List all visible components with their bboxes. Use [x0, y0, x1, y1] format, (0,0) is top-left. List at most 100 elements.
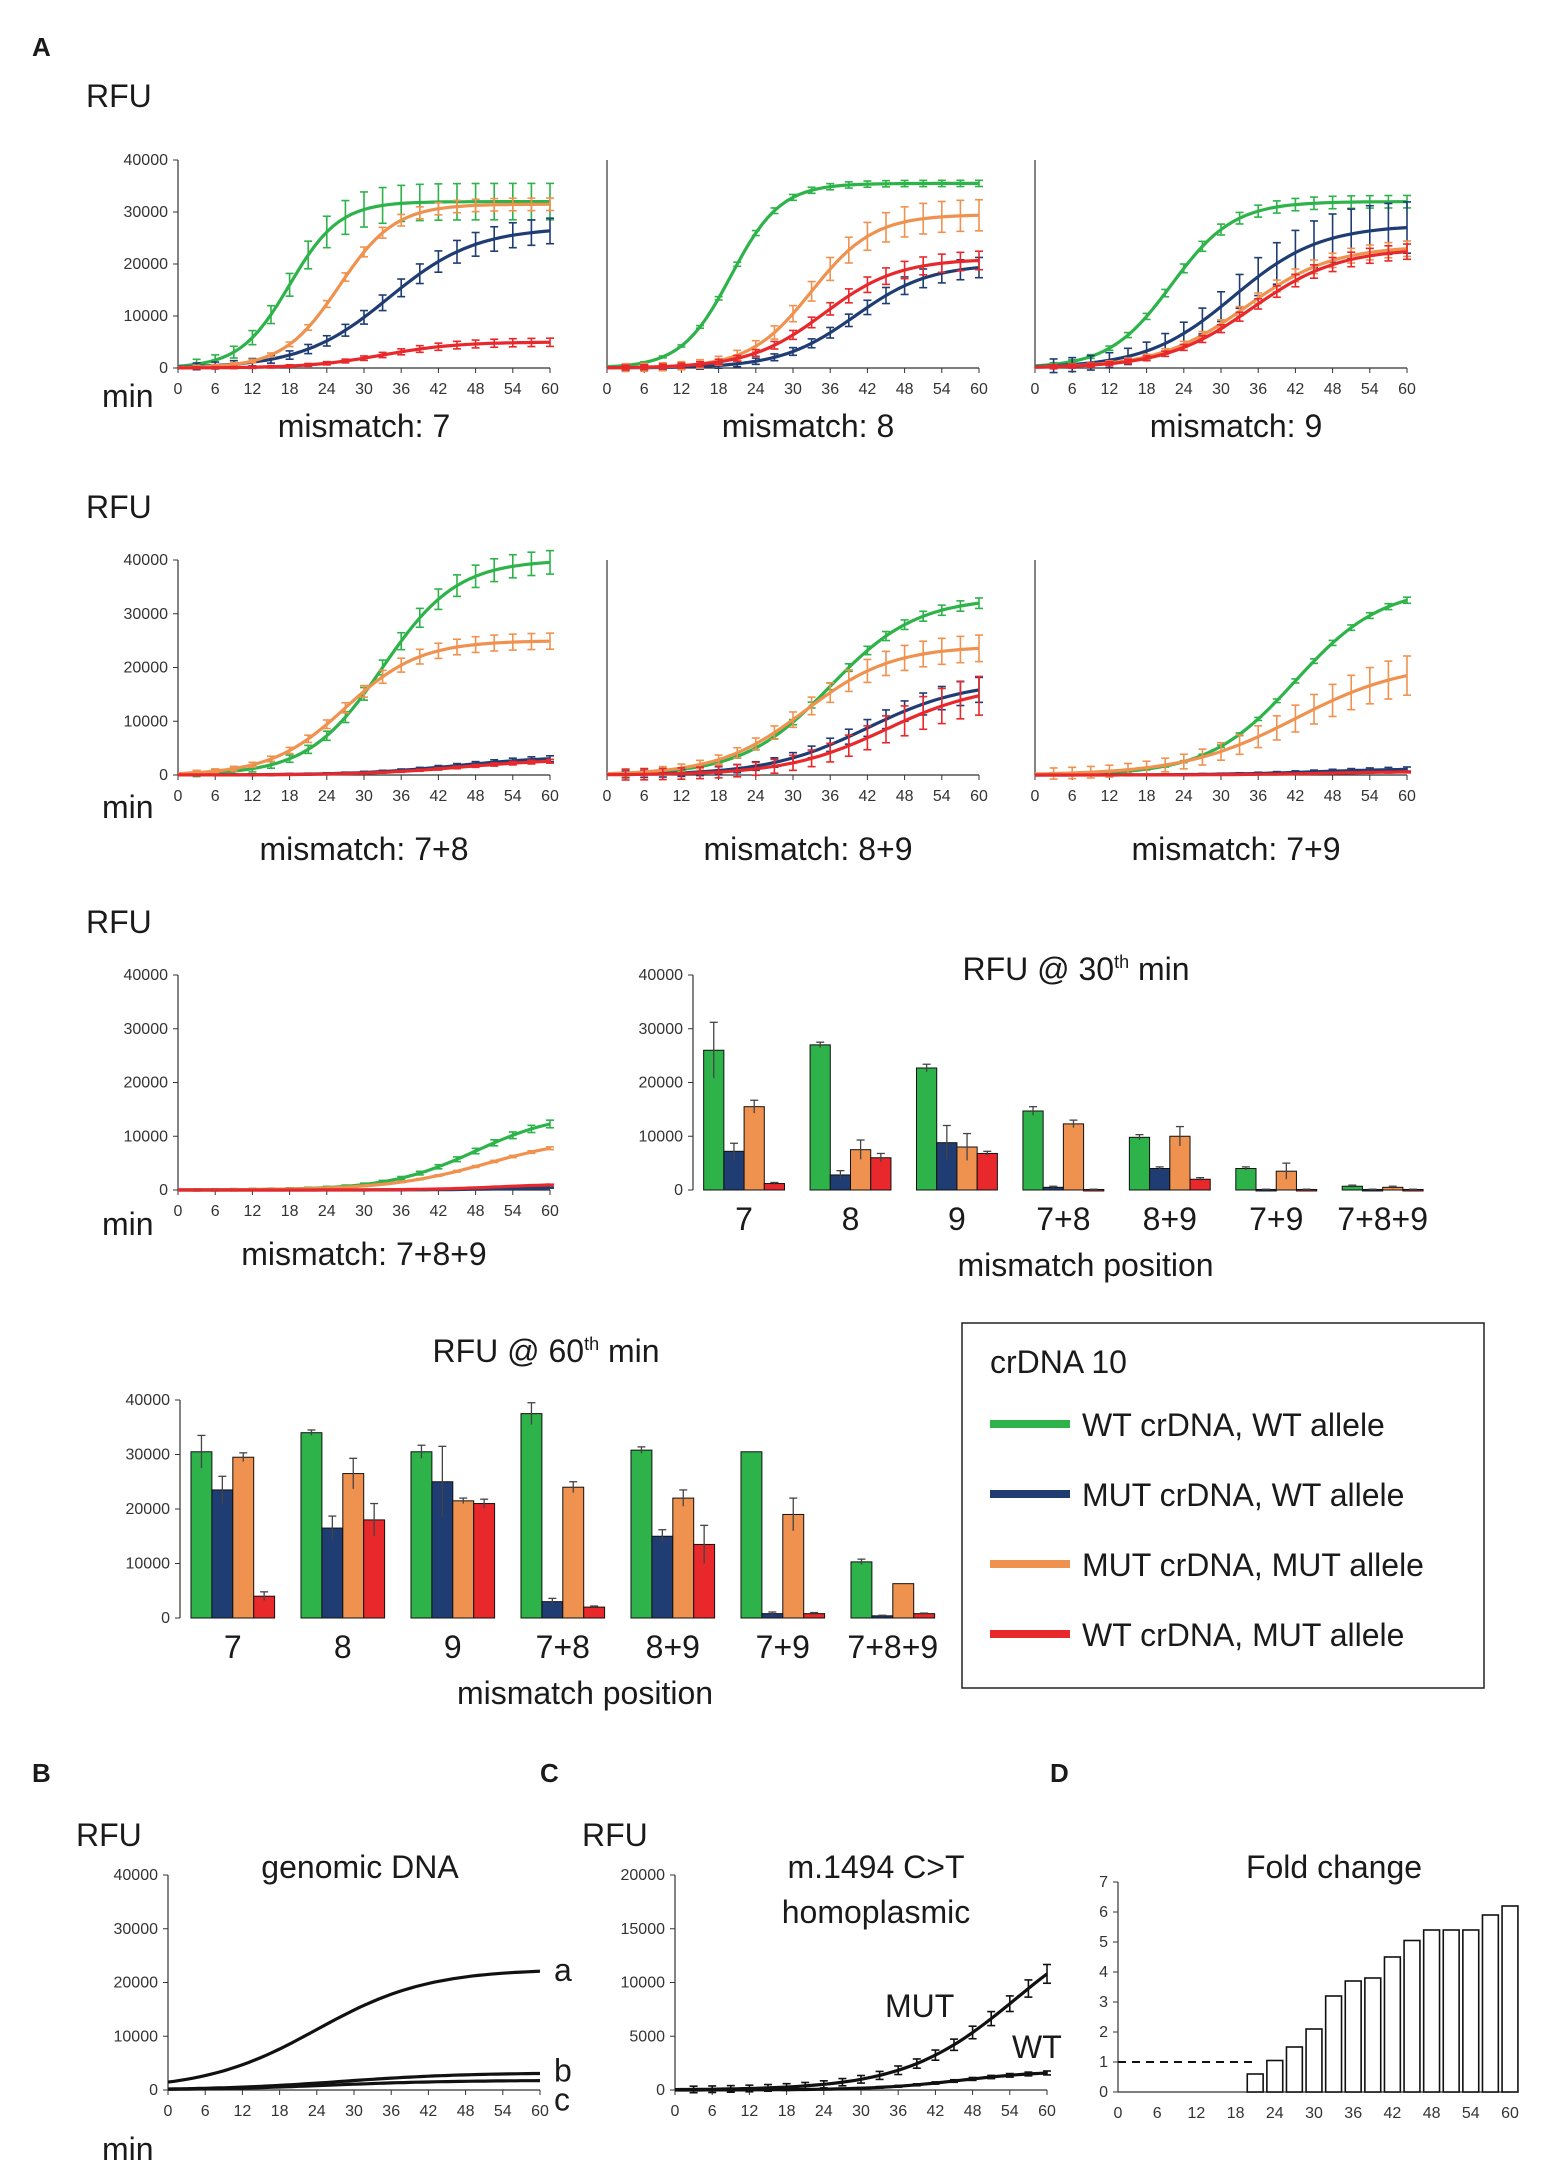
bar-0 — [410, 1451, 433, 1619]
chart-title-main: RFU @ 30 — [962, 951, 1114, 987]
x-tick-label: 36 — [821, 788, 839, 805]
x-tick-label: 30 — [1305, 2105, 1323, 2122]
bar-3 — [913, 1613, 936, 1619]
x-tick-label: 30 — [852, 2103, 870, 2120]
x-tick-label: 54 — [933, 381, 951, 398]
x-tick-label: 36 — [382, 2103, 400, 2120]
x-tick-label: 30 — [784, 788, 802, 805]
x-tick-label: 24 — [747, 788, 765, 805]
x-tick-label: 36 — [392, 381, 410, 398]
y-tick-label: 0 — [674, 1182, 683, 1199]
x-tick-label: 30 — [355, 788, 373, 805]
category-label: 8 — [334, 1629, 352, 1665]
fold-bar — [1324, 1995, 1343, 2093]
x-tick-label: 24 — [1175, 788, 1193, 805]
x-tick-label: 48 — [467, 788, 485, 805]
panel-label-c: C — [540, 1758, 559, 1788]
x-tick-label: 24 — [318, 788, 336, 805]
y-tick-label: 4 — [1099, 1964, 1108, 1981]
x-tick-label: 18 — [1138, 381, 1156, 398]
x-axis-label: mismatch position — [957, 1247, 1213, 1283]
chart-mismatch-7-8: 0 10000 20000 30000 40000 0 6 12 18 24 30 36 42 48 54 6… — [86, 489, 559, 867]
bar-0 — [630, 1449, 653, 1619]
series-line-0 — [177, 560, 551, 776]
y-tick-label: 1 — [1099, 2054, 1108, 2071]
chart-rfu-30-min: 0 10000 20000 30000 40000 7 8 9 7+8 8+9 7+9 7+8+9 mi… — [639, 951, 1429, 1283]
x-tick-label: 60 — [541, 788, 559, 805]
bar-0 — [300, 1432, 323, 1619]
x-tick-label: 54 — [494, 2103, 512, 2120]
x-tick-label: 18 — [281, 788, 299, 805]
x-tick-label: 48 — [896, 381, 914, 398]
x-tick-label: 48 — [896, 788, 914, 805]
x-tick-label: 54 — [504, 1203, 522, 1220]
x-tick-label: 60 — [541, 1203, 559, 1220]
y-axis-label: RFU — [76, 1817, 142, 1853]
y-tick-label: 0 — [656, 2082, 665, 2099]
x-tick-label: 42 — [420, 2103, 438, 2120]
bar-1 — [1149, 1168, 1171, 1191]
y-tick-label: 0 — [1099, 2084, 1108, 2101]
y-tick-label: 20000 — [621, 1867, 666, 1884]
x-tick-label: 42 — [1287, 788, 1305, 805]
legend-label-wt-wt: WT crDNA, WT allele — [1082, 1407, 1385, 1443]
x-tick-label: 30 — [1212, 381, 1230, 398]
x-tick-label: 0 — [603, 381, 612, 398]
x-tick-label: 60 — [541, 381, 559, 398]
series-label-a: a — [554, 1952, 572, 1988]
fold-bar — [1364, 1977, 1382, 2093]
x-tick-label: 30 — [345, 2103, 363, 2120]
x-tick-label: 48 — [467, 1203, 485, 1220]
category-label: 7+8+9 — [847, 1629, 938, 1665]
x-tick-label: 18 — [281, 381, 299, 398]
y-tick-label: 40000 — [124, 967, 169, 984]
x-tick-label: 0 — [603, 788, 612, 805]
bar-2 — [1062, 1123, 1085, 1191]
y-tick-label: 2 — [1099, 2024, 1108, 2041]
bar-1 — [211, 1489, 234, 1619]
x-tick-label: 18 — [281, 1203, 299, 1220]
chart-title: mismatch: 7 — [278, 408, 450, 444]
bar-3 — [583, 1606, 606, 1619]
x-tick-label: 18 — [710, 381, 728, 398]
x-tick-label: 18 — [710, 788, 728, 805]
fold-bar — [1462, 1929, 1480, 2093]
panel-label-a: A — [32, 32, 51, 62]
x-tick-label: 0 — [671, 2103, 680, 2120]
x-tick-label: 54 — [933, 788, 951, 805]
chart-title-main: RFU @ 60 — [432, 1333, 584, 1369]
chart-title: genomic DNA — [261, 1849, 459, 1885]
x-tick-label: 48 — [457, 2103, 475, 2120]
x-tick-label: 6 — [640, 788, 649, 805]
bar-0 — [809, 1044, 831, 1191]
fold-bar — [1442, 1929, 1460, 2093]
x-tick-label: 6 — [211, 788, 220, 805]
x-tick-label: 18 — [271, 2103, 289, 2120]
chart-title: RFU @ 60th min — [432, 1333, 659, 1369]
x-tick-label: 60 — [1501, 2105, 1519, 2122]
x-tick-label: 18 — [1138, 788, 1156, 805]
y-tick-label: 20000 — [114, 1975, 159, 1992]
x-tick-label: 42 — [927, 2103, 945, 2120]
y-tick-label: 10000 — [124, 713, 169, 730]
x-axis-label: min — [102, 2131, 154, 2167]
x-tick-label: 48 — [1324, 788, 1342, 805]
chart-mismatch-7-9: 0 6 12 18 24 30 36 42 48 54 60 mismatch: 7+9 — [1031, 560, 1416, 867]
x-tick-label: 0 — [174, 788, 183, 805]
y-tick-label: 10000 — [124, 1128, 169, 1145]
x-axis-label: min — [102, 1206, 154, 1242]
x-tick-label: 6 — [211, 381, 220, 398]
x-tick-label: 30 — [355, 381, 373, 398]
chart-title-sup: th — [1114, 952, 1129, 972]
category-label: 8+9 — [1143, 1201, 1197, 1237]
x-tick-label: 54 — [1462, 2105, 1480, 2122]
fold-bar — [1305, 2028, 1323, 2093]
y-tick-label: 10000 — [639, 1128, 684, 1145]
x-tick-label: 54 — [1361, 788, 1379, 805]
category-label: 7+9 — [1249, 1201, 1303, 1237]
x-tick-label: 54 — [504, 381, 522, 398]
chart-title-end: min — [599, 1333, 659, 1369]
series-label-b: b — [554, 2052, 572, 2088]
chart-title: RFU @ 30th min — [962, 951, 1189, 987]
